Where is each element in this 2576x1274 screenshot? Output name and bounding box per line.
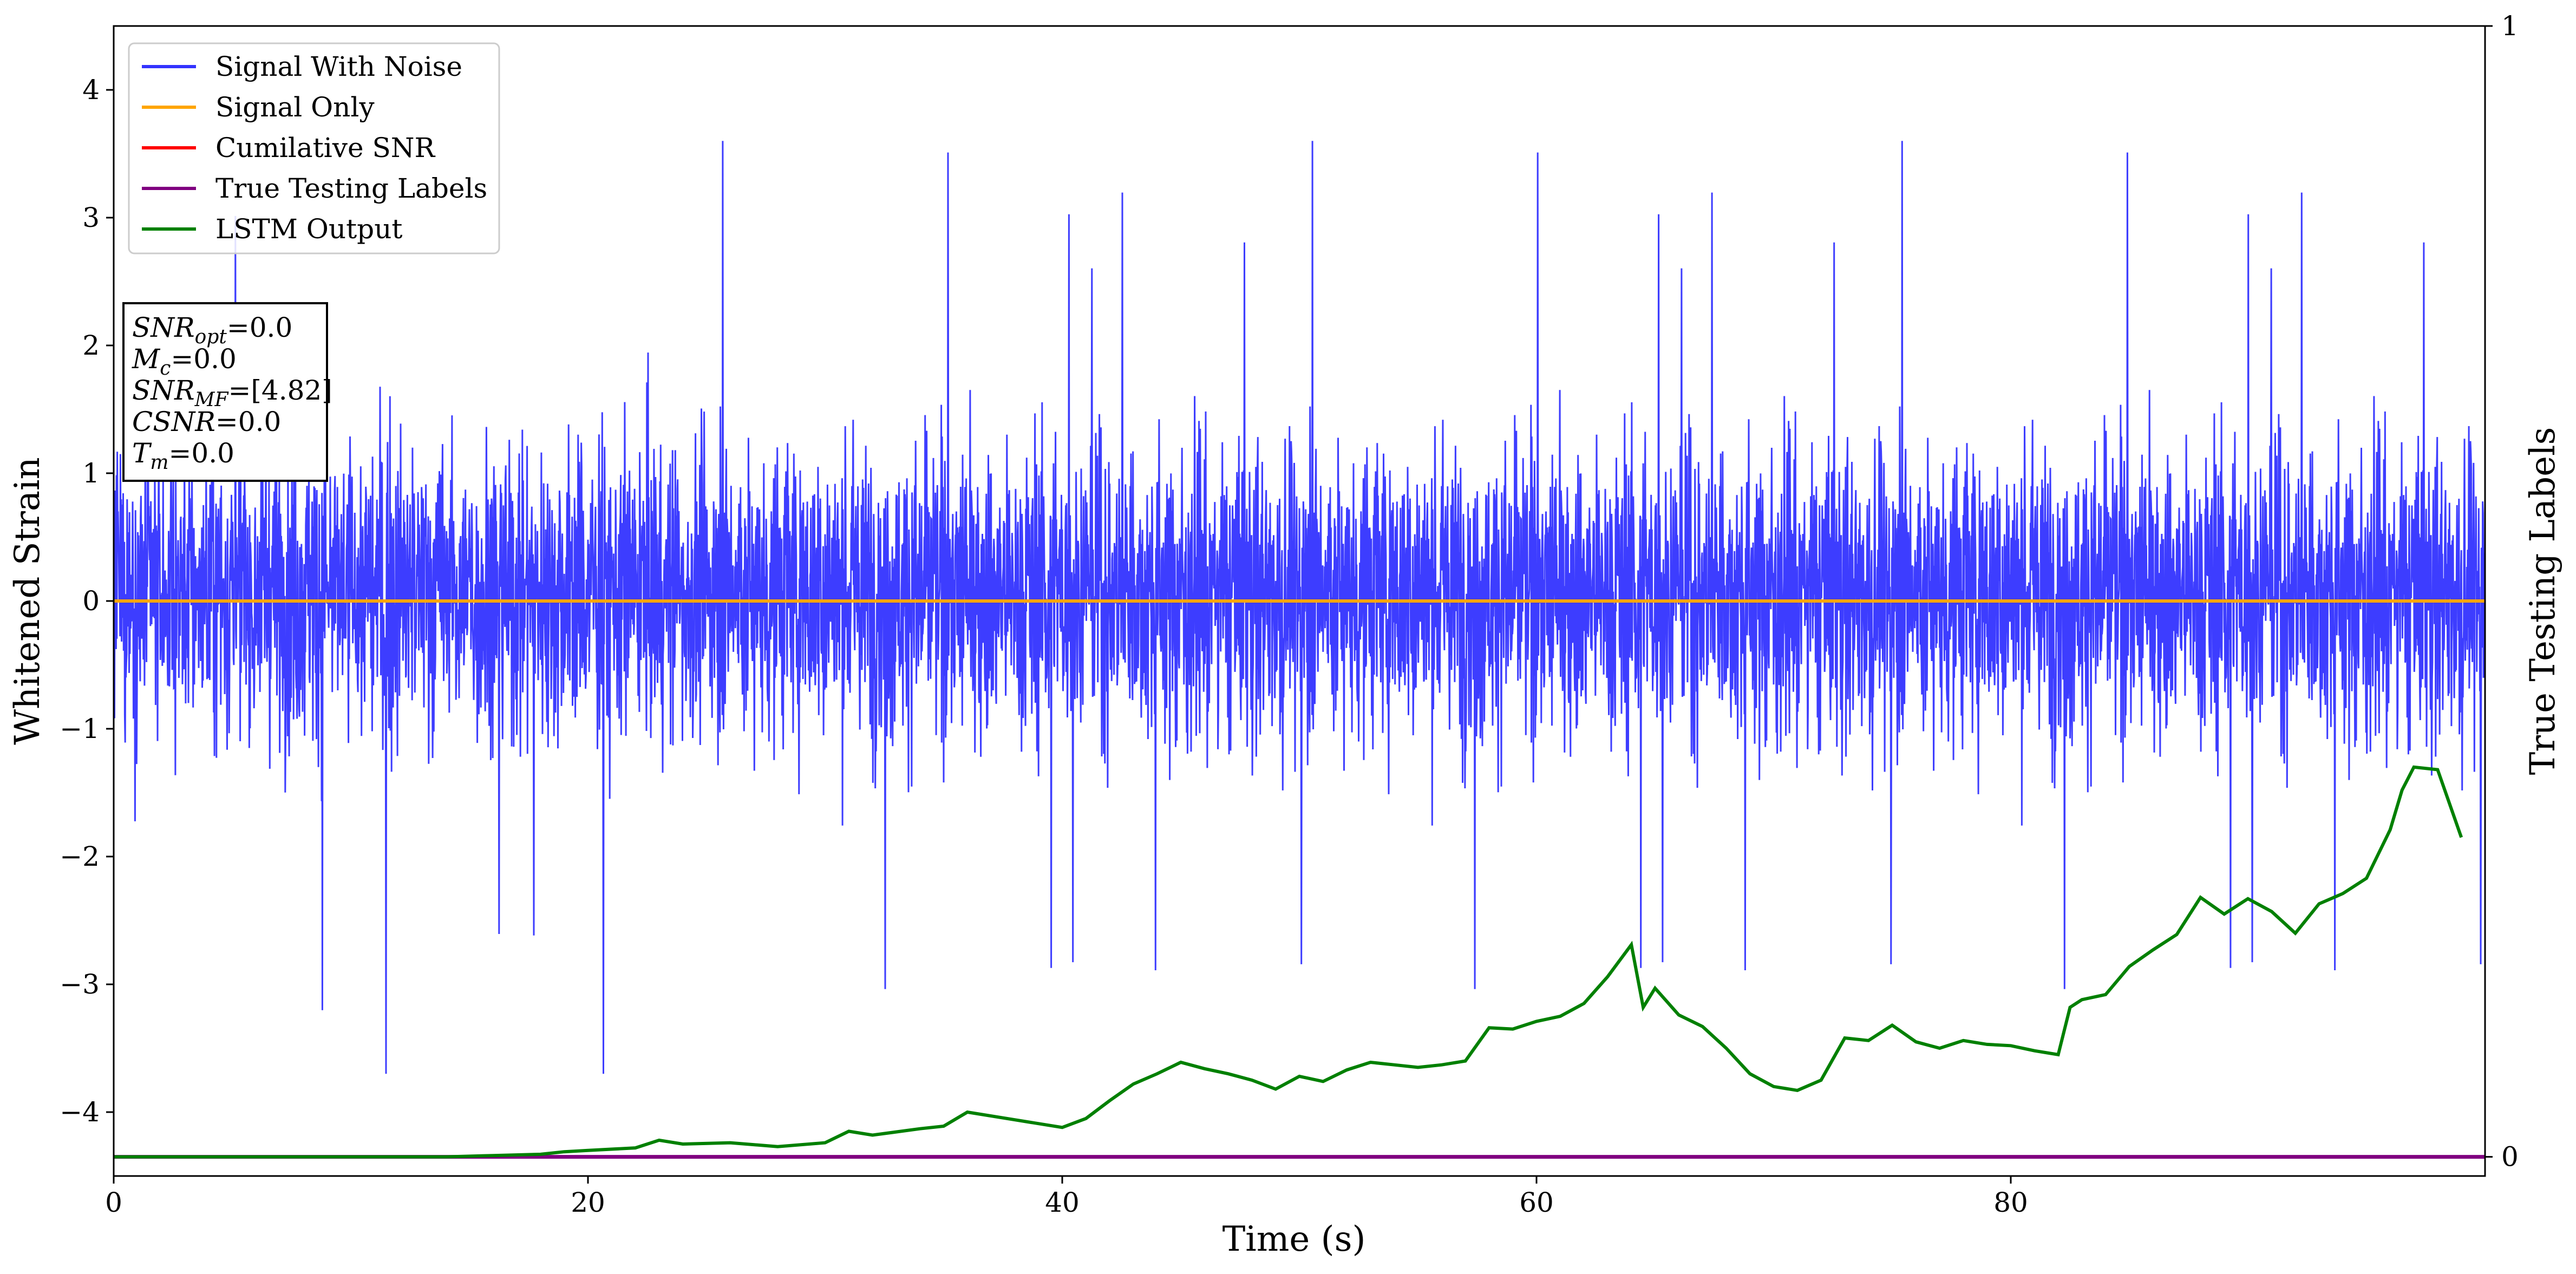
noise-trace: [114, 141, 2485, 1074]
legend-label: Cumilative SNR: [215, 132, 435, 164]
y-tick-label: 4: [82, 74, 100, 106]
x-tick-label: 60: [1519, 1187, 1554, 1218]
series-lstm-output: [114, 765, 2463, 1159]
annotation-line: SNRopt=0.0: [132, 312, 292, 348]
x-tick-label: 80: [1993, 1187, 2028, 1218]
x-tick-label: 0: [105, 1187, 122, 1218]
legend-label: True Testing Labels: [215, 173, 487, 204]
y2-axis-label: True Testing Labels: [2523, 427, 2563, 775]
y-tick-label: 1: [82, 458, 100, 489]
x-axis: 0 20 40 60 80: [105, 1176, 2028, 1218]
y-tick-label: −2: [60, 841, 100, 872]
y-axis: 4 3 2 1 0 −1 −2 −3 −4: [60, 74, 114, 1128]
annotation-box: SNRopt=0.0Mc=0.0SNRMF=[4.82]CSNR=0.0Tm=0…: [122, 302, 332, 482]
y2-tick-label: 0: [2501, 1141, 2519, 1173]
annotation-line: SNRMF=[4.82]: [132, 375, 332, 411]
y2-axis: 10: [2485, 10, 2519, 1173]
x-axis-label: Time (s): [1222, 1219, 1366, 1259]
y-tick-label: 0: [82, 585, 100, 617]
annotation-line: Tm=0.0: [132, 437, 234, 474]
y-axis-label: Whitened Strain: [8, 457, 48, 744]
legend-label: Signal Only: [215, 92, 375, 123]
x-tick-label: 20: [571, 1187, 605, 1218]
legend: Signal With Noise Signal Only Cumilative S…: [128, 42, 500, 254]
legend-frame: [128, 42, 500, 254]
annotation-frame: [122, 302, 328, 482]
y-tick-label: 3: [82, 202, 100, 233]
legend-label: Signal With Noise: [215, 51, 462, 82]
y-tick-label: −1: [60, 713, 100, 744]
x-tick-label: 40: [1045, 1187, 1080, 1218]
annotation-line: CSNR=0.0: [132, 406, 281, 437]
legend-label: LSTM Output: [215, 213, 402, 245]
annotation-line: Mc=0.0: [132, 343, 237, 380]
y-tick-label: −4: [60, 1096, 100, 1128]
y-tick-label: −3: [60, 969, 100, 1000]
plot-area: [114, 141, 2485, 1159]
series-signal-with-noise: [114, 141, 2485, 1074]
y2-tick-label: 1: [2501, 10, 2519, 42]
y-tick-label: 2: [82, 330, 100, 361]
